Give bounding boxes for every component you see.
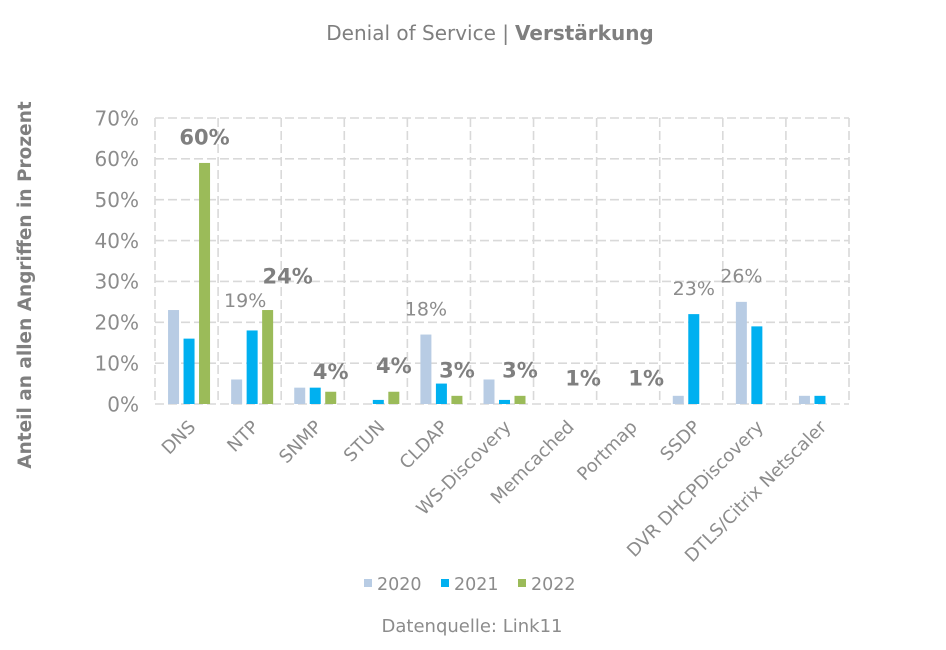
bar-2022-ws-discovery xyxy=(514,395,526,404)
bar-2022-snmp xyxy=(325,391,337,404)
y-tick-label: 10% xyxy=(95,351,139,375)
bar-2021-dvr-dhcpdiscovery xyxy=(751,326,763,404)
legend-label: 2020 xyxy=(377,575,422,595)
bar-2022-ntp xyxy=(262,310,274,404)
bar-2020-dtls-citrix-netscaler xyxy=(798,395,810,404)
y-tick-label: 0% xyxy=(107,392,139,416)
bar-2021-dns xyxy=(183,338,195,404)
legend-item-2020: 2020 xyxy=(364,575,422,595)
category-label-stun: STUN xyxy=(340,417,390,467)
bar-2021-cldap xyxy=(435,383,447,404)
data-label-2020-dvr-dhcpdiscovery: 26% xyxy=(720,266,762,288)
category-label-portmap: Portmap xyxy=(573,417,641,485)
y-axis-label: Anteil an allen Angriffen in Prozent xyxy=(15,101,36,469)
bar-2020-snmp xyxy=(294,387,306,404)
bar-2020-cldap xyxy=(420,334,432,404)
y-tick-label: 50% xyxy=(95,188,139,212)
y-axis-ticks: 0% 10% 20% 30% 40% 50% 60% 70% xyxy=(95,106,139,416)
data-label-2022-dns: 60% xyxy=(179,125,229,149)
category-label-ntp: NTP xyxy=(223,417,263,457)
category-labels: DNS NTP SNMP STUN CLDAPWS-DiscoveryMemcached… xyxy=(158,416,832,566)
legend-swatch xyxy=(518,579,526,587)
data-label-2021-ssdp: 23% xyxy=(673,278,715,300)
category-label-ssdp: SSDP xyxy=(656,417,705,466)
bar-2022-stun xyxy=(388,391,400,404)
legend-swatch xyxy=(441,579,449,587)
data-label-2022-memcached: 1% xyxy=(565,366,601,390)
y-tick-label: 40% xyxy=(95,229,139,253)
bar-2020-ws-discovery xyxy=(483,379,495,404)
chart-title-bold: Verstärkung xyxy=(515,21,654,45)
bar-2022-cldap xyxy=(451,395,463,404)
chart-title-regular: Denial of Service | xyxy=(326,21,509,45)
data-label-2022-ntp: 24% xyxy=(263,265,313,289)
legend-label: 2022 xyxy=(531,575,576,595)
bar-2021-snmp xyxy=(309,387,321,404)
legend-swatch xyxy=(364,579,372,587)
legend: 2020 2021 2022 xyxy=(364,575,576,595)
bar-2021-ssdp xyxy=(688,314,700,404)
y-tick-label: 60% xyxy=(95,147,139,171)
legend-label: 2021 xyxy=(454,575,499,595)
bar-2020-dvr-dhcpdiscovery xyxy=(735,301,747,404)
bar-2021-ntp xyxy=(246,330,258,404)
category-label-snmp: SNMP xyxy=(275,417,326,468)
category-label-cldap: CLDAP xyxy=(396,417,453,474)
data-label-2022-ws-discovery: 3% xyxy=(502,358,538,382)
data-label-2020-cldap: 18% xyxy=(405,298,447,320)
bar-2020-dns xyxy=(168,310,180,404)
data-label-2022-cldap: 3% xyxy=(439,358,475,382)
bar-2022-dns xyxy=(199,162,211,404)
y-tick-label: 70% xyxy=(95,106,139,130)
source-note: Datenquelle: Link11 xyxy=(382,616,563,637)
bar-2021-stun xyxy=(372,399,384,404)
data-label-2022-portmap: 1% xyxy=(628,366,664,390)
bar-2020-ntp xyxy=(231,379,243,404)
legend-item-2021: 2021 xyxy=(441,575,499,595)
y-tick-label: 20% xyxy=(95,311,139,335)
bars xyxy=(168,162,826,404)
bar-2021-ws-discovery xyxy=(499,399,510,404)
chart-title: Denial of Service | Verstärkung xyxy=(326,21,654,45)
data-label-2022-stun: 4% xyxy=(376,354,412,378)
data-labels: 18% 26% 19% 23% 60% 24% 4% 4% 3% 3% 1% 1% xyxy=(179,125,762,390)
data-label-2021-ntp: 19% xyxy=(224,290,266,312)
gridlines xyxy=(154,117,850,405)
y-tick-label: 30% xyxy=(95,270,139,294)
legend-item-2022: 2022 xyxy=(518,575,576,595)
bar-2021-dtls-citrix-netscaler xyxy=(814,395,826,404)
bar-2020-ssdp xyxy=(672,395,684,404)
data-label-2022-snmp: 4% xyxy=(313,360,349,384)
category-label-dns: DNS xyxy=(158,417,200,459)
